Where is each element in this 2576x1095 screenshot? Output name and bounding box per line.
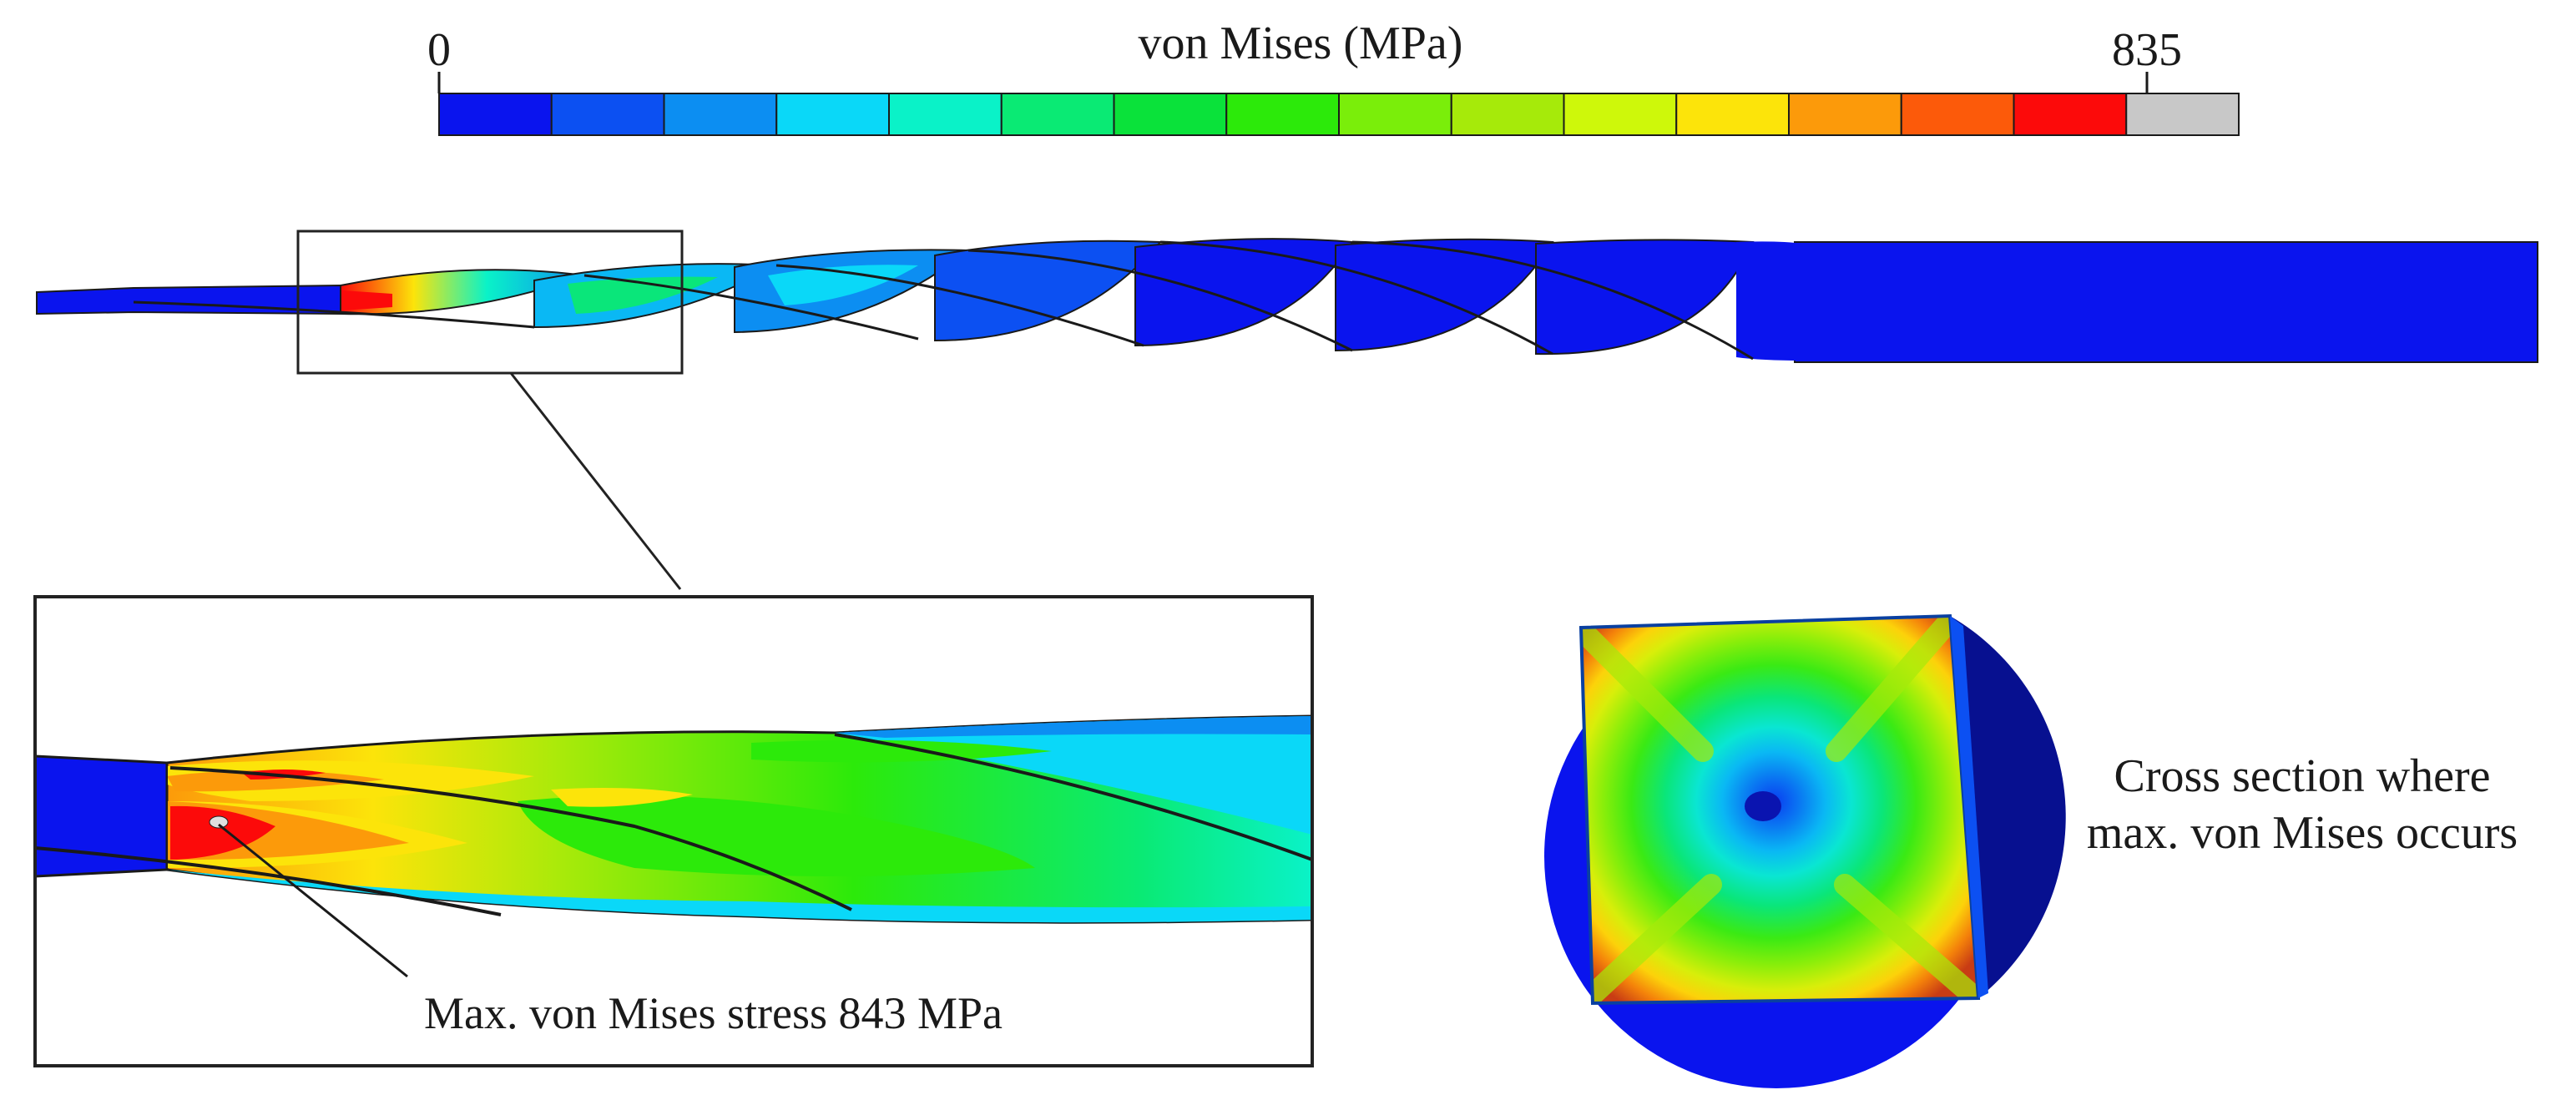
zoom-flute-band: [835, 716, 1312, 738]
drill-helix-line: [133, 240, 1754, 361]
cross-section-label-line1: Cross section where: [2114, 750, 2490, 802]
colorbar: von Mises (MPa) 0 835: [427, 18, 2240, 136]
stress-zone-green: [518, 795, 1035, 876]
zoom-view-frame: [33, 595, 1314, 1067]
max-stress-leader: [218, 823, 408, 978]
max-stress-point: [209, 815, 229, 829]
zoom-helix-line: [169, 766, 852, 911]
drill-flute-segment: [768, 265, 918, 305]
colorbar-swatch: [1675, 93, 1790, 136]
colorbar-swatch: [663, 93, 778, 136]
zoom-helix-line: [834, 733, 1312, 861]
colorbar-swatch: [2125, 93, 2240, 136]
max-stress-label: Max. von Mises stress 843 MPa: [424, 988, 1003, 1038]
colorbar-swatch: [1900, 93, 2015, 136]
colorbar-swatch: [775, 93, 890, 136]
colorbar-swatch: [438, 93, 553, 136]
colorbar-swatch: [1450, 93, 1565, 136]
colorbar-swatch: [888, 93, 1003, 136]
colorbar-swatch: [2013, 93, 2128, 136]
colorbar-swatch: [1338, 93, 1452, 136]
zoom-helix-line: [35, 846, 502, 916]
cross-section-square: [1581, 616, 1978, 1003]
zoom-leader-line: [509, 372, 682, 590]
zoom-flute-band: [167, 870, 1312, 923]
stress-zone-yellow: [551, 788, 693, 807]
colorbar-swatch: [1225, 93, 1340, 136]
drill-flute-segment: [1335, 238, 1554, 352]
cross-section-label-line2: max. von Mises occurs: [2087, 807, 2518, 859]
stress-zone-red: [170, 805, 275, 860]
zoom-frame: [296, 230, 684, 375]
drill-flute-segment: [1736, 241, 1803, 361]
stress-zone-green: [751, 739, 1052, 763]
colorbar-title: von Mises (MPa): [1139, 18, 1463, 69]
drill-flute-segment: [342, 290, 392, 310]
drill-flute-segment: [1535, 239, 1755, 356]
drill-flute-segment: [1134, 238, 1354, 347]
colorbar-swatch: [550, 93, 665, 136]
colorbar-swatch: [1788, 93, 1902, 136]
drill-flute-segment: [568, 276, 718, 314]
stress-zone-orange: [167, 770, 384, 792]
colorbar-swatch: [1000, 93, 1115, 136]
colorbar-swatch: [1563, 93, 1678, 136]
drill-overview: [36, 230, 2538, 590]
colorbar-min-label: 0: [427, 24, 451, 76]
colorbar-swatch: [1113, 93, 1228, 136]
colorbar-swatches: [438, 93, 2240, 136]
cross-section: Cross section where max. von Mises occur…: [1544, 613, 2518, 1088]
colorbar-max-label: 835: [2112, 24, 2182, 76]
drill-shank: [1794, 241, 2538, 363]
cross-section-square-side: [1950, 616, 1988, 998]
zoom-view: Max. von Mises stress 843 MPa: [33, 595, 1314, 1067]
